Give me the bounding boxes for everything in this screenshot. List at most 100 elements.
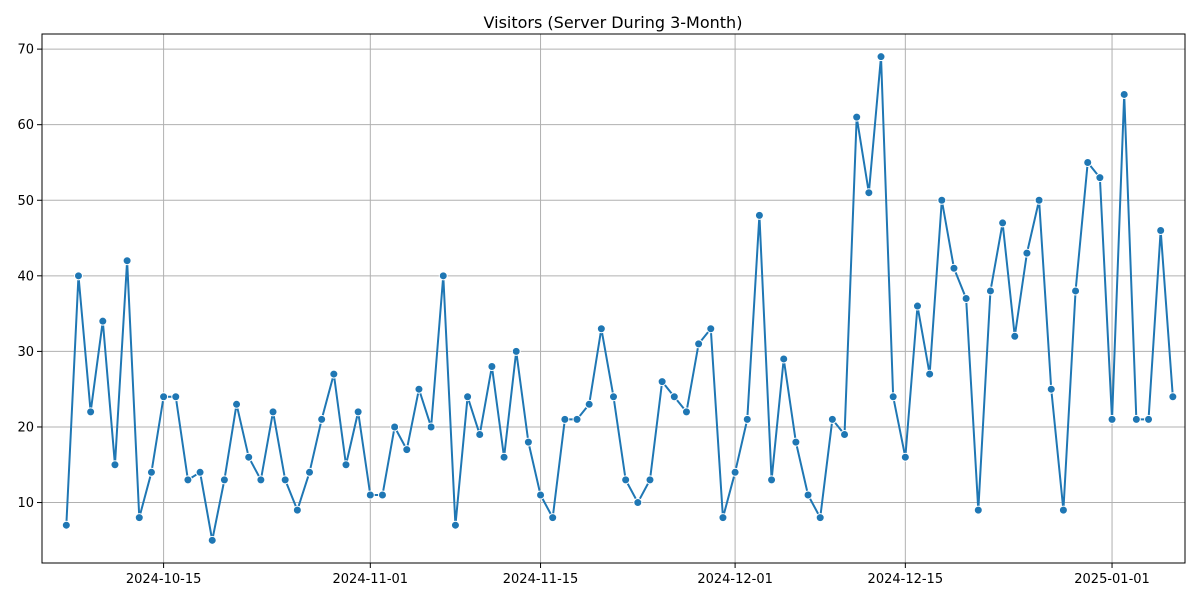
data-point xyxy=(585,400,593,408)
chart-title: Visitors (Server During 3-Month) xyxy=(484,13,743,32)
data-point xyxy=(1084,158,1092,166)
data-point xyxy=(743,415,751,423)
data-point xyxy=(184,476,192,484)
data-point xyxy=(439,272,447,280)
data-point xyxy=(597,325,605,333)
data-point xyxy=(378,491,386,499)
data-point xyxy=(841,431,849,439)
data-point xyxy=(804,491,812,499)
data-point xyxy=(926,370,934,378)
data-point xyxy=(135,514,143,522)
data-point xyxy=(1047,385,1055,393)
data-point xyxy=(768,476,776,484)
y-tick-label: 30 xyxy=(17,345,34,360)
x-tick-label: 2024-11-01 xyxy=(333,572,409,587)
data-point xyxy=(318,415,326,423)
data-point xyxy=(1011,332,1019,340)
data-point xyxy=(147,468,155,476)
data-point xyxy=(208,536,216,544)
data-point xyxy=(853,113,861,121)
data-point xyxy=(293,506,301,514)
data-point xyxy=(403,446,411,454)
y-tick-label: 20 xyxy=(17,420,34,435)
data-point xyxy=(719,514,727,522)
data-point xyxy=(366,491,374,499)
x-tick-label: 2024-10-15 xyxy=(126,572,202,587)
x-tick-label: 2024-11-15 xyxy=(503,572,579,587)
data-point xyxy=(524,438,532,446)
data-point xyxy=(573,415,581,423)
data-point xyxy=(342,461,350,469)
data-point xyxy=(682,408,690,416)
data-point xyxy=(269,408,277,416)
data-point xyxy=(816,514,824,522)
data-point xyxy=(731,468,739,476)
data-point xyxy=(938,196,946,204)
data-point xyxy=(1108,415,1116,423)
data-point xyxy=(111,461,119,469)
data-point xyxy=(828,415,836,423)
data-point xyxy=(196,468,204,476)
data-point xyxy=(99,317,107,325)
data-point xyxy=(974,506,982,514)
data-point xyxy=(695,340,703,348)
data-point xyxy=(476,431,484,439)
data-point xyxy=(62,521,70,529)
data-point xyxy=(780,355,788,363)
data-point xyxy=(792,438,800,446)
data-point xyxy=(281,476,289,484)
data-point xyxy=(1072,287,1080,295)
data-point xyxy=(160,393,168,401)
data-point xyxy=(658,378,666,386)
data-point xyxy=(622,476,630,484)
data-point xyxy=(707,325,715,333)
data-point xyxy=(500,453,508,461)
data-point xyxy=(986,287,994,295)
data-point xyxy=(427,423,435,431)
data-point xyxy=(1023,249,1031,257)
data-point xyxy=(74,272,82,280)
data-point xyxy=(257,476,265,484)
data-point xyxy=(233,400,241,408)
data-point xyxy=(512,347,520,355)
data-point xyxy=(549,514,557,522)
data-point xyxy=(962,295,970,303)
data-point xyxy=(306,468,314,476)
data-point xyxy=(999,219,1007,227)
data-point xyxy=(87,408,95,416)
x-tick-label: 2024-12-15 xyxy=(868,572,944,587)
data-point xyxy=(950,264,958,272)
data-point xyxy=(1120,90,1128,98)
data-point xyxy=(1157,226,1165,234)
data-point xyxy=(865,189,873,197)
data-point xyxy=(634,499,642,507)
data-point xyxy=(755,211,763,219)
data-point xyxy=(1169,393,1177,401)
data-point xyxy=(646,476,654,484)
y-tick-label: 50 xyxy=(17,194,34,209)
data-point xyxy=(1059,506,1067,514)
data-point xyxy=(245,453,253,461)
x-tick-label: 2025-01-01 xyxy=(1074,572,1150,587)
data-point xyxy=(354,408,362,416)
y-tick-label: 10 xyxy=(17,496,34,511)
data-point xyxy=(877,53,885,61)
data-point xyxy=(391,423,399,431)
data-point xyxy=(561,415,569,423)
x-tick-label: 2024-12-01 xyxy=(697,572,773,587)
y-tick-label: 40 xyxy=(17,269,34,284)
data-point xyxy=(123,257,131,265)
data-point xyxy=(330,370,338,378)
data-point xyxy=(901,453,909,461)
data-point xyxy=(220,476,228,484)
data-point xyxy=(1132,415,1140,423)
data-point xyxy=(889,393,897,401)
data-point xyxy=(415,385,423,393)
data-point xyxy=(670,393,678,401)
data-point xyxy=(451,521,459,529)
y-tick-label: 60 xyxy=(17,118,34,133)
y-tick-label: 70 xyxy=(17,43,34,58)
data-point xyxy=(537,491,545,499)
data-point xyxy=(1096,174,1104,182)
